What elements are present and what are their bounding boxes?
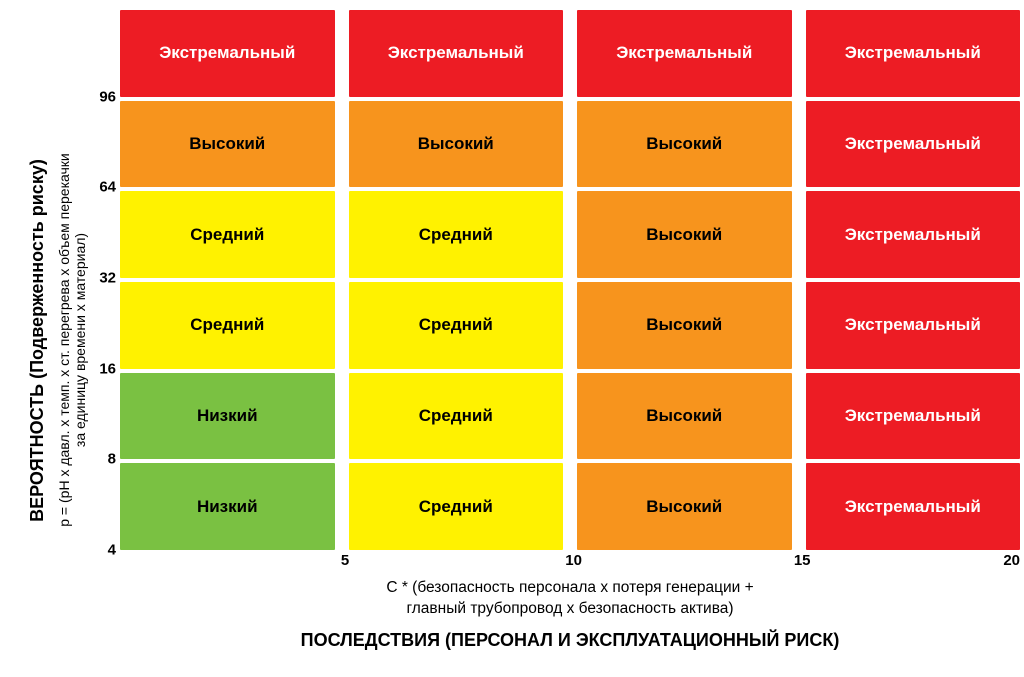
y-tick: 4 <box>108 542 116 559</box>
x-tick: 10 <box>565 552 582 569</box>
matrix-row: НизкийСреднийВысокийЭкстремальный <box>120 373 1020 460</box>
matrix-cell: Высокий <box>120 101 335 188</box>
y-axis-title-wrap: ВЕРОЯТНОСТЬ (Подверженность риску) <box>20 10 54 670</box>
y-tick: 8 <box>108 451 116 468</box>
matrix-cell: Экстремальный <box>806 191 1021 278</box>
matrix-cell: Экстремальный <box>806 10 1021 97</box>
matrix-cell: Экстремальный <box>120 10 335 97</box>
matrix-cell: Экстремальный <box>349 10 564 97</box>
matrix-cell: Экстремальный <box>577 10 792 97</box>
matrix-cell: Средний <box>349 282 564 369</box>
matrix-cell: Средний <box>349 191 564 278</box>
matrix-row: ВысокийВысокийВысокийЭкстремальный <box>120 101 1020 188</box>
matrix-row: СреднийСреднийВысокийЭкстремальный <box>120 191 1020 278</box>
y-tick: 16 <box>99 360 116 377</box>
matrix-cell: Экстремальный <box>806 373 1021 460</box>
y-axis-subtitle-wrap: p = (pH x давл. x темп. x ст. перегрева … <box>54 10 90 670</box>
matrix-cell: Экстремальный <box>806 282 1021 369</box>
matrix-cell: Высокий <box>577 282 792 369</box>
y-axis: ВЕРОЯТНОСТЬ (Подверженность риску) p = (… <box>20 10 120 670</box>
x-tick: 20 <box>1003 552 1020 569</box>
y-tick: 32 <box>99 270 116 287</box>
matrix-cell: Средний <box>120 282 335 369</box>
matrix-cell: Средний <box>349 373 564 460</box>
x-tick: 15 <box>794 552 811 569</box>
x-axis-ticks: 5 10 15 20 <box>120 550 1020 574</box>
matrix-cell: Средний <box>120 191 335 278</box>
matrix-cell: Низкий <box>120 463 335 550</box>
risk-matrix-figure: ВЕРОЯТНОСТЬ (Подверженность риску) p = (… <box>20 10 1020 670</box>
matrix-cell: Низкий <box>120 373 335 460</box>
matrix-row: ЭкстремальныйЭкстремальныйЭкстремальныйЭ… <box>120 10 1020 97</box>
x-tick: 5 <box>341 552 349 569</box>
matrix-cell: Высокий <box>349 101 564 188</box>
matrix-cell: Экстремальный <box>806 463 1021 550</box>
y-axis-subtitle-line2: за единицу времени x материал) <box>72 233 88 447</box>
x-axis-subtitle-line2: главный трубопровод x безопасность актив… <box>406 600 733 617</box>
risk-matrix-grid: ЭкстремальныйЭкстремальныйЭкстремальныйЭ… <box>120 10 1020 550</box>
chart-body: ЭкстремальныйЭкстремальныйЭкстремальныйЭ… <box>120 10 1020 670</box>
y-tick: 96 <box>99 88 116 105</box>
y-axis-subtitle: p = (pH x давл. x темп. x ст. перегрева … <box>56 153 88 527</box>
matrix-cell: Высокий <box>577 463 792 550</box>
x-axis-subtitle-line1: C * (безопасность персонала x потеря ген… <box>386 579 753 596</box>
matrix-row: СреднийСреднийВысокийЭкстремальный <box>120 282 1020 369</box>
matrix-cell: Высокий <box>577 101 792 188</box>
y-axis-subtitle-line1: p = (pH x давл. x темп. x ст. перегрева … <box>56 153 72 527</box>
y-axis-ticks: 96 64 32 16 8 4 <box>90 10 120 670</box>
y-axis-title: ВЕРОЯТНОСТЬ (Подверженность риску) <box>27 159 48 522</box>
y-tick: 64 <box>99 179 116 196</box>
x-axis-title: ПОСЛЕДСТВИЯ (ПЕРСОНАЛ И ЭКСПЛУАТАЦИОННЫЙ… <box>120 630 1020 651</box>
matrix-cell: Экстремальный <box>806 101 1021 188</box>
matrix-row: НизкийСреднийВысокийЭкстремальный <box>120 463 1020 550</box>
matrix-cell: Средний <box>349 463 564 550</box>
matrix-cell: Высокий <box>577 373 792 460</box>
x-axis-subtitle: C * (безопасность персонала x потеря ген… <box>120 578 1020 620</box>
x-axis: 5 10 15 20 C * (безопасность персонала x по… <box>120 550 1020 660</box>
matrix-cell: Высокий <box>577 191 792 278</box>
